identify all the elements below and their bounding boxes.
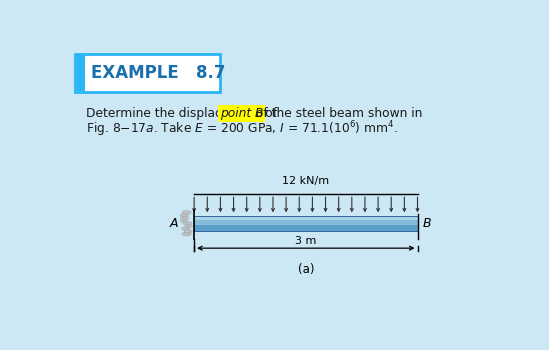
Bar	[194, 216, 417, 231]
Bar	[77, 56, 85, 91]
Text: Fig. 8$-$17$a$. Take $E$ = 200 GPa, $I$ = 71.1(10$^6$) mm$^4$.: Fig. 8$-$17$a$. Take $E$ = 200 GPa, $I$ …	[86, 120, 397, 139]
Ellipse shape	[181, 227, 190, 230]
Text: of the steel beam shown in: of the steel beam shown in	[252, 107, 422, 120]
Text: 3 m: 3 m	[295, 236, 317, 246]
Bar	[194, 216, 417, 217]
Ellipse shape	[180, 214, 188, 217]
Text: point B: point B	[220, 107, 263, 120]
Text: 12 kN/m: 12 kN/m	[282, 176, 329, 186]
FancyBboxPatch shape	[75, 54, 220, 92]
Ellipse shape	[180, 219, 188, 222]
Ellipse shape	[183, 222, 192, 225]
Bar	[194, 225, 417, 231]
Ellipse shape	[182, 211, 191, 214]
Bar	[194, 219, 417, 225]
Ellipse shape	[182, 232, 191, 236]
Text: B: B	[423, 217, 431, 230]
Text: Determine the displacement of: Determine the displacement of	[86, 107, 281, 120]
Bar	[194, 217, 417, 219]
Text: EXAMPLE   8.7: EXAMPLE 8.7	[91, 64, 225, 82]
Text: A: A	[170, 217, 178, 230]
Ellipse shape	[184, 230, 192, 233]
Text: (a): (a)	[298, 263, 314, 276]
Ellipse shape	[181, 216, 189, 219]
Ellipse shape	[185, 224, 193, 228]
